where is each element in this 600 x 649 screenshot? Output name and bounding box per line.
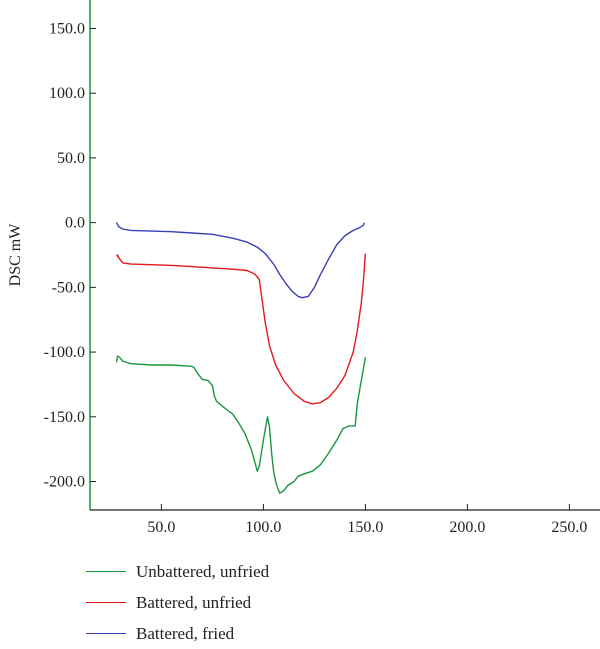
axes [89, 0, 600, 511]
dsc-chart: 150.0 100.0 50.0 0.0 -50.0 -100.0 -150.0 -200.0… [7, 0, 600, 536]
legend-swatch-battered-fried [86, 633, 126, 634]
legend-label: Battered, fried [136, 623, 235, 643]
legend-item-unbattered-unfried: Unbattered, unfried [86, 556, 269, 587]
legend-item-battered-fried: Battered, fried [86, 618, 269, 649]
y-tick-label: -50.0 [52, 279, 85, 296]
legend-swatch-battered-unfried [86, 602, 126, 603]
y-tick-label: 100.0 [49, 85, 85, 102]
y-tick-label: -100.0 [44, 344, 85, 361]
legend-swatch-unbattered-unfried [86, 571, 126, 572]
series-line-3 [115, 222, 366, 299]
series-line-1 [115, 355, 367, 494]
y-tick-label: -150.0 [44, 409, 85, 426]
series-line-2 [115, 253, 367, 405]
legend-label: Battered, unfried [136, 592, 252, 612]
series-group [115, 222, 367, 494]
y-tick-label: 0.0 [65, 215, 85, 232]
y-ticks: 150.0 100.0 50.0 0.0 -50.0 -100.0 -150.0 -200.0 [44, 20, 96, 491]
legend-label: Unbattered, unfried [136, 561, 270, 581]
x-tick-label: 250.0 [551, 519, 587, 536]
y-tick-label: 150.0 [49, 20, 85, 37]
x-ticks: 50.0 100.0 150.0 200.0 250.0 [147, 504, 587, 536]
y-tick-label: 50.0 [57, 150, 85, 167]
y-axis-title: DSC mW [7, 223, 24, 287]
legend-item-battered-unfried: Battered, unfried [86, 587, 269, 618]
x-tick-label: 50.0 [147, 519, 175, 536]
x-tick-label: 100.0 [245, 519, 281, 536]
legend: Unbattered, unfried Battered, unfried Ba… [86, 556, 269, 649]
y-tick-label: -200.0 [44, 474, 85, 491]
x-tick-label: 150.0 [347, 519, 383, 536]
x-tick-label: 200.0 [449, 519, 485, 536]
